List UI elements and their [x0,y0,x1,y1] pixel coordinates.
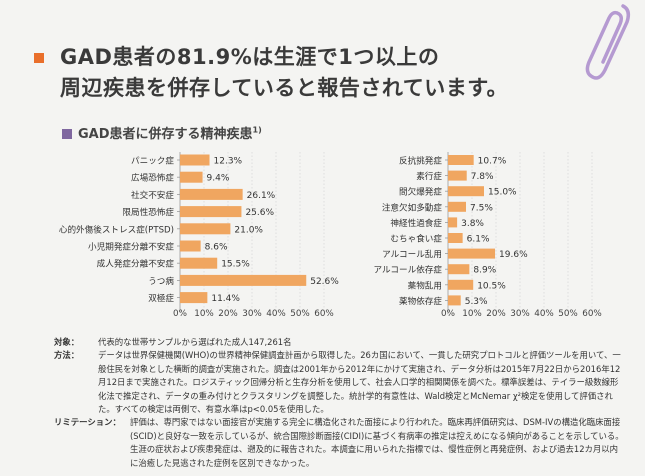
chart-0-value-label: 8.6% [205,243,228,253]
chart-0-x-tick-label: 20% [218,309,238,319]
chart-1-category-label: アルコール乱用 [382,249,442,260]
chart-0-x-tick-label: 60% [314,309,334,319]
chart-0-x-tick-label: 0% [173,309,187,319]
chart-0-bar [180,188,243,200]
chart-1-bar [448,217,458,228]
chart-0-category-label: 成人発症分離不安症 [97,258,175,270]
chart-1-bar [448,233,463,243]
chart-0-value-label: 11.4% [211,294,240,304]
chart-1-x-tick-label: 10% [462,309,482,319]
chart-1-bar [448,170,467,181]
chart-1-x-tick-label: 30% [510,309,530,319]
note-method-text: データは世界保健機関(WHO)の世界精神保健調査計画から取得した。26カ国におい… [98,350,621,415]
chart-0-category-label: 小児期発症分離不安症 [88,241,174,253]
note-target-label: 対象： [54,337,80,347]
chart-0-category-label: 心的外傷後ストレス症(PTSD) [59,223,174,235]
headline-line-1: GAD患者の81.9%は生涯で1つ以上の [60,45,440,69]
chart-1-bar [448,295,461,306]
note-target-text: 代表的な世帯サンプルから選ばれた成人147,261名 [98,337,292,347]
chart-1-x-tick-label: 50% [558,309,578,319]
chart-1-value-label: 7.8% [471,172,494,182]
chart-0-bar [180,257,218,269]
chart-1-value-label: 7.5% [470,203,493,213]
chart-1-bar [448,248,496,259]
note-limitation-text: 評価は、専門家ではない面接官が実施する完全に構造化された面接により行われた。臨床… [130,417,624,468]
chart-1-value-label: 8.9% [473,266,496,276]
headline-bullet [34,53,44,63]
chart-1-category-label: むちゃ食い症 [390,233,442,245]
chart-0-bar [180,292,208,304]
chart-1-value-label: 6.1% [467,235,490,245]
note-target: 対象： 代表的な世帯サンプルから選ばれた成人147,261名 [54,336,624,349]
chart-0-category-label: 限局性恐怖症 [122,206,174,218]
chart-1-bar [448,186,484,197]
chart-0-category-label: うつ病 [148,275,174,287]
paperclip-icon [585,4,631,80]
chart-0-bar [180,274,307,286]
chart-0-category-label: 社交不安症 [131,189,174,201]
chart-1-bar [448,155,474,165]
note-limitation-label: リミテーション： [54,417,121,428]
chart-1-value-label: 10.5% [477,281,506,291]
chart-0-bar [180,240,201,252]
chart-1-value-label: 10.7% [478,157,507,167]
chart-1-value-label: 5.3% [465,297,488,307]
chart-1-bar [448,279,474,290]
chart-0-value-label: 25.6% [245,208,274,218]
section-title: GAD患者に併存する精神疾患1) [62,123,262,142]
chart-0-value-label: 15.5% [221,260,250,270]
chart-0-category-label: パニック症 [131,155,174,167]
chart-1-category-label: 反抗挑発症 [399,155,442,167]
chart-1-category-label: アルコール依存症 [374,264,443,276]
chart-1-value-label: 19.6% [499,250,528,260]
chart-1-category-label: 薬物乱用 [408,279,442,291]
chart-0-category-label: 双極症 [148,292,174,304]
chart-0-x-tick-label: 40% [266,309,286,319]
chart-0-x-tick-label: 30% [242,309,262,319]
chart-1-category-label: 薬物依存症 [399,295,442,307]
chart-1-value-label: 3.8% [461,219,484,229]
chart-1-value-label: 15.0% [488,188,517,198]
chart-0-value-label: 52.6% [310,277,339,287]
headline: GAD患者の81.9%は生涯で1つ以上の 周辺疾患を併存していると報告されていま… [34,42,594,104]
chart-1-bar [448,201,466,212]
chart-1-category-label: 注意欠如多動症 [382,201,443,213]
note-limitation: リミテーション： 評価は、専門家ではない面接官が実施する完全に構造化された面接に… [54,416,624,470]
chart-0-value-label: 12.3% [214,157,243,167]
note-method-label: 方法： [54,350,80,361]
chart-1-x-tick-label: 20% [486,309,506,319]
chart-1-x-tick-label: 40% [534,309,554,319]
chart-0-value-label: 26.1% [247,191,276,201]
chart-0-bar [180,223,231,235]
chart-0-bar [180,206,242,218]
section-ref: 1) [252,125,262,135]
note-method: 方法： データは世界保健機関(WHO)の世界精神保健調査計画から取得した。26カ… [54,349,624,416]
chart-0-x-tick-label: 50% [290,309,310,319]
chart-1-category-label: 素行症 [416,170,442,182]
chart-1-x-tick-label: 0% [441,309,455,319]
chart-0-value-label: 21.0% [234,225,263,235]
headline-line-2: 周辺疾患を併存していると報告されています。 [60,76,509,100]
chart-0-value-label: 9.4% [207,174,230,184]
chart-0-x-tick-label: 10% [194,309,214,319]
chart-0-bar [180,171,203,183]
section-square-icon [62,129,72,139]
chart-1-x-tick-label: 60% [582,309,602,319]
section-title-text: GAD患者に併存する精神疾患 [78,127,253,142]
chart-0-category-label: 広場恐怖症 [131,172,174,184]
chart-1-category-label: 間欠爆発症 [399,186,442,198]
chart-0-bar [180,154,210,166]
chart-1-bar [448,264,470,275]
notes: 対象： 代表的な世帯サンプルから選ばれた成人147,261名 方法： データは世… [54,336,624,470]
chart-1-category-label: 神経性過食症 [390,217,442,229]
